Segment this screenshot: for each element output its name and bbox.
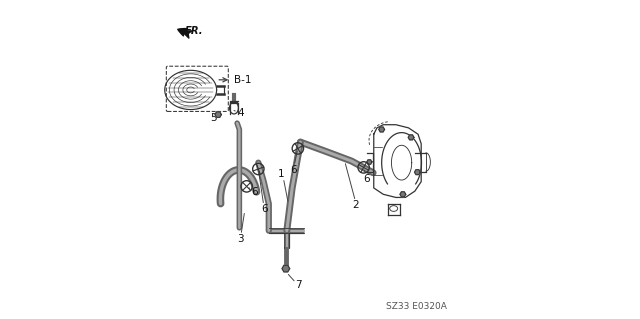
Text: 6: 6 <box>290 165 296 174</box>
Text: 4: 4 <box>237 108 244 118</box>
Text: B-1: B-1 <box>219 75 252 85</box>
Text: FR.: FR. <box>185 26 203 36</box>
Polygon shape <box>282 265 290 272</box>
Polygon shape <box>367 160 372 164</box>
Polygon shape <box>379 127 385 132</box>
Text: SZ33 E0320A: SZ33 E0320A <box>386 302 447 311</box>
Polygon shape <box>408 135 414 140</box>
Text: 7: 7 <box>295 280 302 290</box>
Polygon shape <box>215 112 221 117</box>
Text: 6: 6 <box>261 204 268 214</box>
Text: 6: 6 <box>251 187 257 197</box>
Text: 6: 6 <box>364 174 370 184</box>
Polygon shape <box>400 192 406 197</box>
Text: 2: 2 <box>352 200 359 210</box>
Text: 1: 1 <box>278 169 285 179</box>
Text: 5: 5 <box>211 113 217 123</box>
Text: 3: 3 <box>237 234 244 244</box>
Polygon shape <box>415 170 420 174</box>
